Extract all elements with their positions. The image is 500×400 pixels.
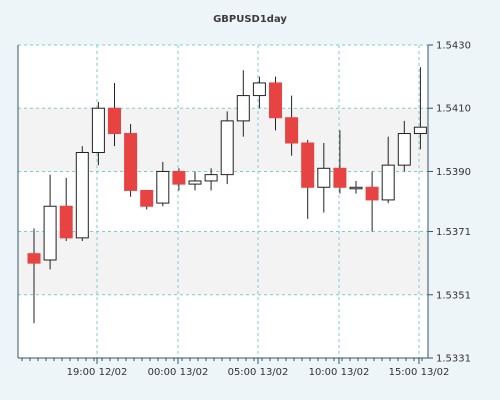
- candle-body-down: [27, 253, 41, 264]
- candle-body-up: [43, 205, 57, 261]
- axes: 1.5430 1.5410 1.5390 1.5371 1.5351 1.5331 19:0…: [17, 41, 471, 378]
- candle-body-up: [317, 167, 331, 188]
- y-tick-label: 1.5351: [436, 290, 471, 301]
- candle-body-up: [204, 174, 218, 182]
- candle-body-down: [365, 186, 379, 201]
- candle-body-up: [188, 180, 202, 185]
- x-tick-label: 00:00 13/02: [148, 367, 209, 378]
- y-tick-label: 1.5390: [436, 167, 471, 178]
- candle-body-up: [252, 82, 266, 97]
- candle-body-down: [333, 167, 347, 188]
- candle-body-up: [236, 95, 250, 122]
- y-tick-label: 1.5410: [436, 104, 471, 115]
- x-tick-label: 15:00 13/02: [389, 367, 450, 378]
- candle-body-up: [220, 120, 234, 176]
- y-tick-label: 1.5331: [436, 354, 471, 365]
- candle-body-up: [397, 133, 411, 166]
- candle-body-up: [75, 151, 89, 239]
- candle-body-down: [140, 189, 154, 207]
- candle-body-down: [59, 205, 73, 239]
- candle-body-up: [156, 170, 170, 204]
- candle-body-down: [124, 133, 138, 191]
- plot-band: [18, 231, 428, 295]
- chart-title: GBPUSD1day: [213, 14, 287, 25]
- x-tick-label: 05:00 13/02: [228, 367, 289, 378]
- x-tick-label: 19:00 12/02: [67, 367, 128, 378]
- candles: [27, 67, 427, 324]
- candle-body-down: [285, 117, 299, 144]
- candle-body-up: [413, 126, 427, 135]
- candle-body-down: [269, 82, 282, 119]
- y-tick-label: 1.5430: [436, 41, 471, 52]
- x-tick-label: 10:00 13/02: [309, 367, 370, 378]
- candle-body-up: [91, 107, 105, 153]
- candle-body-down: [172, 170, 186, 185]
- candle-body-up: [381, 164, 395, 201]
- y-tick-label: 1.5371: [436, 227, 471, 238]
- candle-body-down: [301, 142, 315, 188]
- candle-body-down: [108, 107, 121, 135]
- candle-body-up: [349, 186, 363, 190]
